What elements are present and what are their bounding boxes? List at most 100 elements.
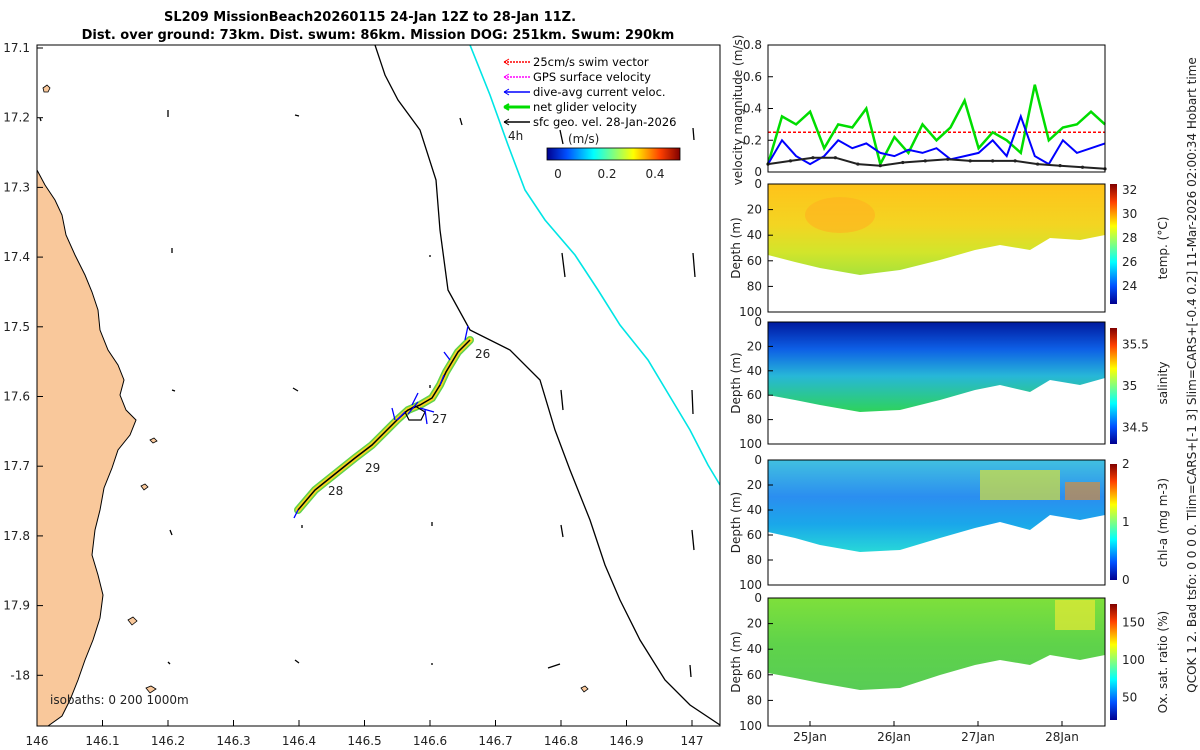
colorbar-tick-label: 2 [1122,457,1130,471]
speed-colorbar [546,147,681,161]
dive-current-arrows [293,325,469,519]
colorbar-tick: 0.2 [597,167,616,181]
map-y-tick-label: 17.1 [3,41,30,55]
colorbar-label: salinity [1156,361,1170,404]
section-ylabel: Depth (m) [729,217,743,278]
time-tick-label: 27Jan [961,730,995,744]
velocity-axes-bg [768,45,1105,172]
velocity-y-tick-label: 0 [754,165,762,179]
section-y-tick-label: 100 [739,578,762,592]
section-y-tick-label: 100 [739,437,762,451]
velocity-series-point [878,164,882,168]
section-y-tick-label: 80 [747,553,762,567]
isobaths-label: isobaths: 0 200 1000m [50,693,189,707]
section-panels [767,183,1117,727]
salinity-field [768,322,1105,412]
chla-colorbar [1110,464,1117,580]
temperature-field [768,184,1105,275]
velocity-y-tick-label: 0.6 [743,70,762,84]
section-y-tick-label: 20 [747,339,762,353]
qc-metadata-label: QCOK 1 2. Bad tsfo: 0 0 0 0. Tlim=CARS+[… [1185,57,1199,693]
map-x-tick-label: 146.3 [216,734,250,748]
section-y-tick-label: 20 [747,203,762,217]
section-y-tick-label: 0 [754,591,762,605]
colorbar-tick-label: 0 [1122,573,1130,587]
velocity-series-point [968,159,972,163]
isobath-1000m [469,45,720,486]
legend-sfc-geo-vel: sfc geo. vel. 28-Jan-2026 [533,115,677,129]
island [149,437,158,444]
island [140,483,149,491]
oxygen-colorbar [1110,604,1117,720]
section-y-tick-label: 80 [747,279,762,293]
velocity-y-tick-label: 0.4 [743,102,762,116]
section-ylabel: Depth (m) [729,631,743,692]
map-y-tick-label: 17.9 [3,599,30,613]
colorbar-label: Ox. sat. ratio (%) [1156,611,1170,713]
velocity-panel: 0 0.2 0.4 0.6 0.8 velocity magnitude (m/s) [731,35,1107,186]
velocity-series-point [856,162,860,166]
map-x-tick-label: 146.4 [282,734,316,748]
time-tick-label: 25Jan [793,730,827,744]
velocity-ylabel: velocity magnitude (m/s) [731,35,745,186]
section-y-tick-label: 40 [747,642,762,656]
day-label: 28 [328,484,343,498]
map-x-tick-label: 146 [26,734,49,748]
colorbar-tick-label: 30 [1122,207,1137,221]
colorbar-tick-label: 150 [1122,616,1145,630]
temperature-colorbar [1110,184,1117,304]
map-x-tick-label: 146.9 [609,734,643,748]
map-y-tick-label: 17.7 [3,459,30,473]
section-y-tick-label: 20 [747,478,762,492]
velocity-series-line [767,156,1106,170]
chla-section [767,459,1117,586]
velocity-y-tick-label: 0.8 [743,38,762,52]
geostrophic-velocity-arrows [39,110,696,678]
map-x-ticks: 146 146.1 146.2 146.3 146.4 146.5 146.6 146.7 14… [26,720,704,748]
oxygen-high-patch [1055,600,1095,630]
colorbar-tick-label: 35 [1122,379,1137,393]
salinity-axes [767,321,1106,445]
map-x-tick-label: 147 [681,734,704,748]
scale-label: 4h [508,129,523,143]
section-y-tick-label: 100 [739,719,762,733]
day-label: 29 [365,461,380,475]
colorbar-tick-label: 1 [1122,515,1130,529]
section-y-tick-label: 0 [754,315,762,329]
island [145,685,157,694]
legend-dive-avg: dive-avg current veloc. [533,85,666,99]
time-tick-label: 26Jan [877,730,911,744]
oxygen-axes [767,597,1106,727]
velocity-series-point [833,156,838,160]
section-ylabel: Depth (m) [729,352,743,413]
time-tick-label: 28Jan [1045,730,1079,744]
section-y-tick-label: 60 [747,528,762,542]
velocity-series-point [1058,164,1062,168]
velocity-series-point [923,159,927,163]
colorbar-tick-label: 35.5 [1122,338,1149,352]
legend-gps-velocity: GPS surface velocity [533,70,651,84]
section-y-tick-label: 100 [739,305,762,319]
velocity-series-point [901,160,905,165]
section-y-tick-label: 40 [747,364,762,378]
map-y-tick-label: 17.8 [3,529,30,543]
velocity-lines [766,84,1107,171]
coastline-land [37,169,137,726]
velocity-series-point [1080,165,1085,169]
salinity-section [767,321,1117,445]
chla-high-patch [1065,482,1100,500]
oxygen-section [767,597,1117,727]
day-label: 26 [475,347,490,361]
colorbar-tick: 0.4 [645,167,664,181]
figure-title-line2: Dist. over ground: 73km. Dist. swum: 86k… [82,28,675,43]
map-x-tick-label: 146.2 [151,734,185,748]
section-y-tick-label: 40 [747,228,762,242]
map-y-ticks: 17.1 17.2 17.3 17.4 17.5 17.6 17.7 17.8 17.9 -18 [3,41,43,682]
map-x-tick-label: 146.5 [347,734,381,748]
day-label: 27 [432,412,447,426]
temperature-section [767,183,1117,313]
island [580,685,589,693]
section-y-tick-label: 60 [747,388,762,402]
